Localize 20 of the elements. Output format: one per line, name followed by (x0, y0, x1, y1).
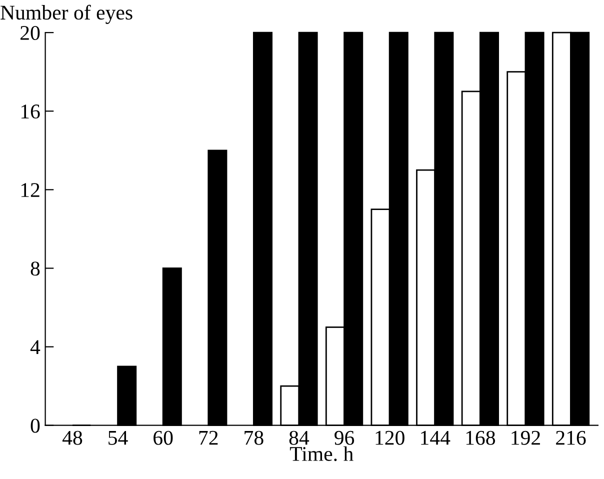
x-tick-label: 96 (334, 430, 354, 445)
x-tick-label: 48 (62, 430, 82, 445)
y-tick-label: 20 (20, 26, 40, 40)
y-tick-label: 8 (30, 262, 40, 276)
x-tick-label: 216 (556, 430, 586, 445)
y-tick-label: 16 (21, 104, 40, 119)
y-axis-title: Number of eyes (0, 4, 132, 24)
x-axis-title: Time. h (290, 446, 354, 462)
x-tick-label: 192 (512, 430, 540, 445)
x-tick-label: 72 (199, 430, 218, 445)
y-tick-label: 4 (30, 340, 40, 354)
x-tick-label: 78 (244, 430, 264, 445)
x-tick-label: 54 (108, 430, 128, 445)
x-tick-label: 168 (466, 430, 496, 445)
x-tick-label: 120 (376, 430, 404, 445)
x-tick-label: 84 (289, 430, 310, 445)
y-tick-label: 0 (30, 418, 40, 433)
y-tick-label: 12 (21, 183, 40, 197)
x-tick-label: 144 (421, 430, 450, 445)
x-tick-label: 60 (154, 430, 173, 445)
